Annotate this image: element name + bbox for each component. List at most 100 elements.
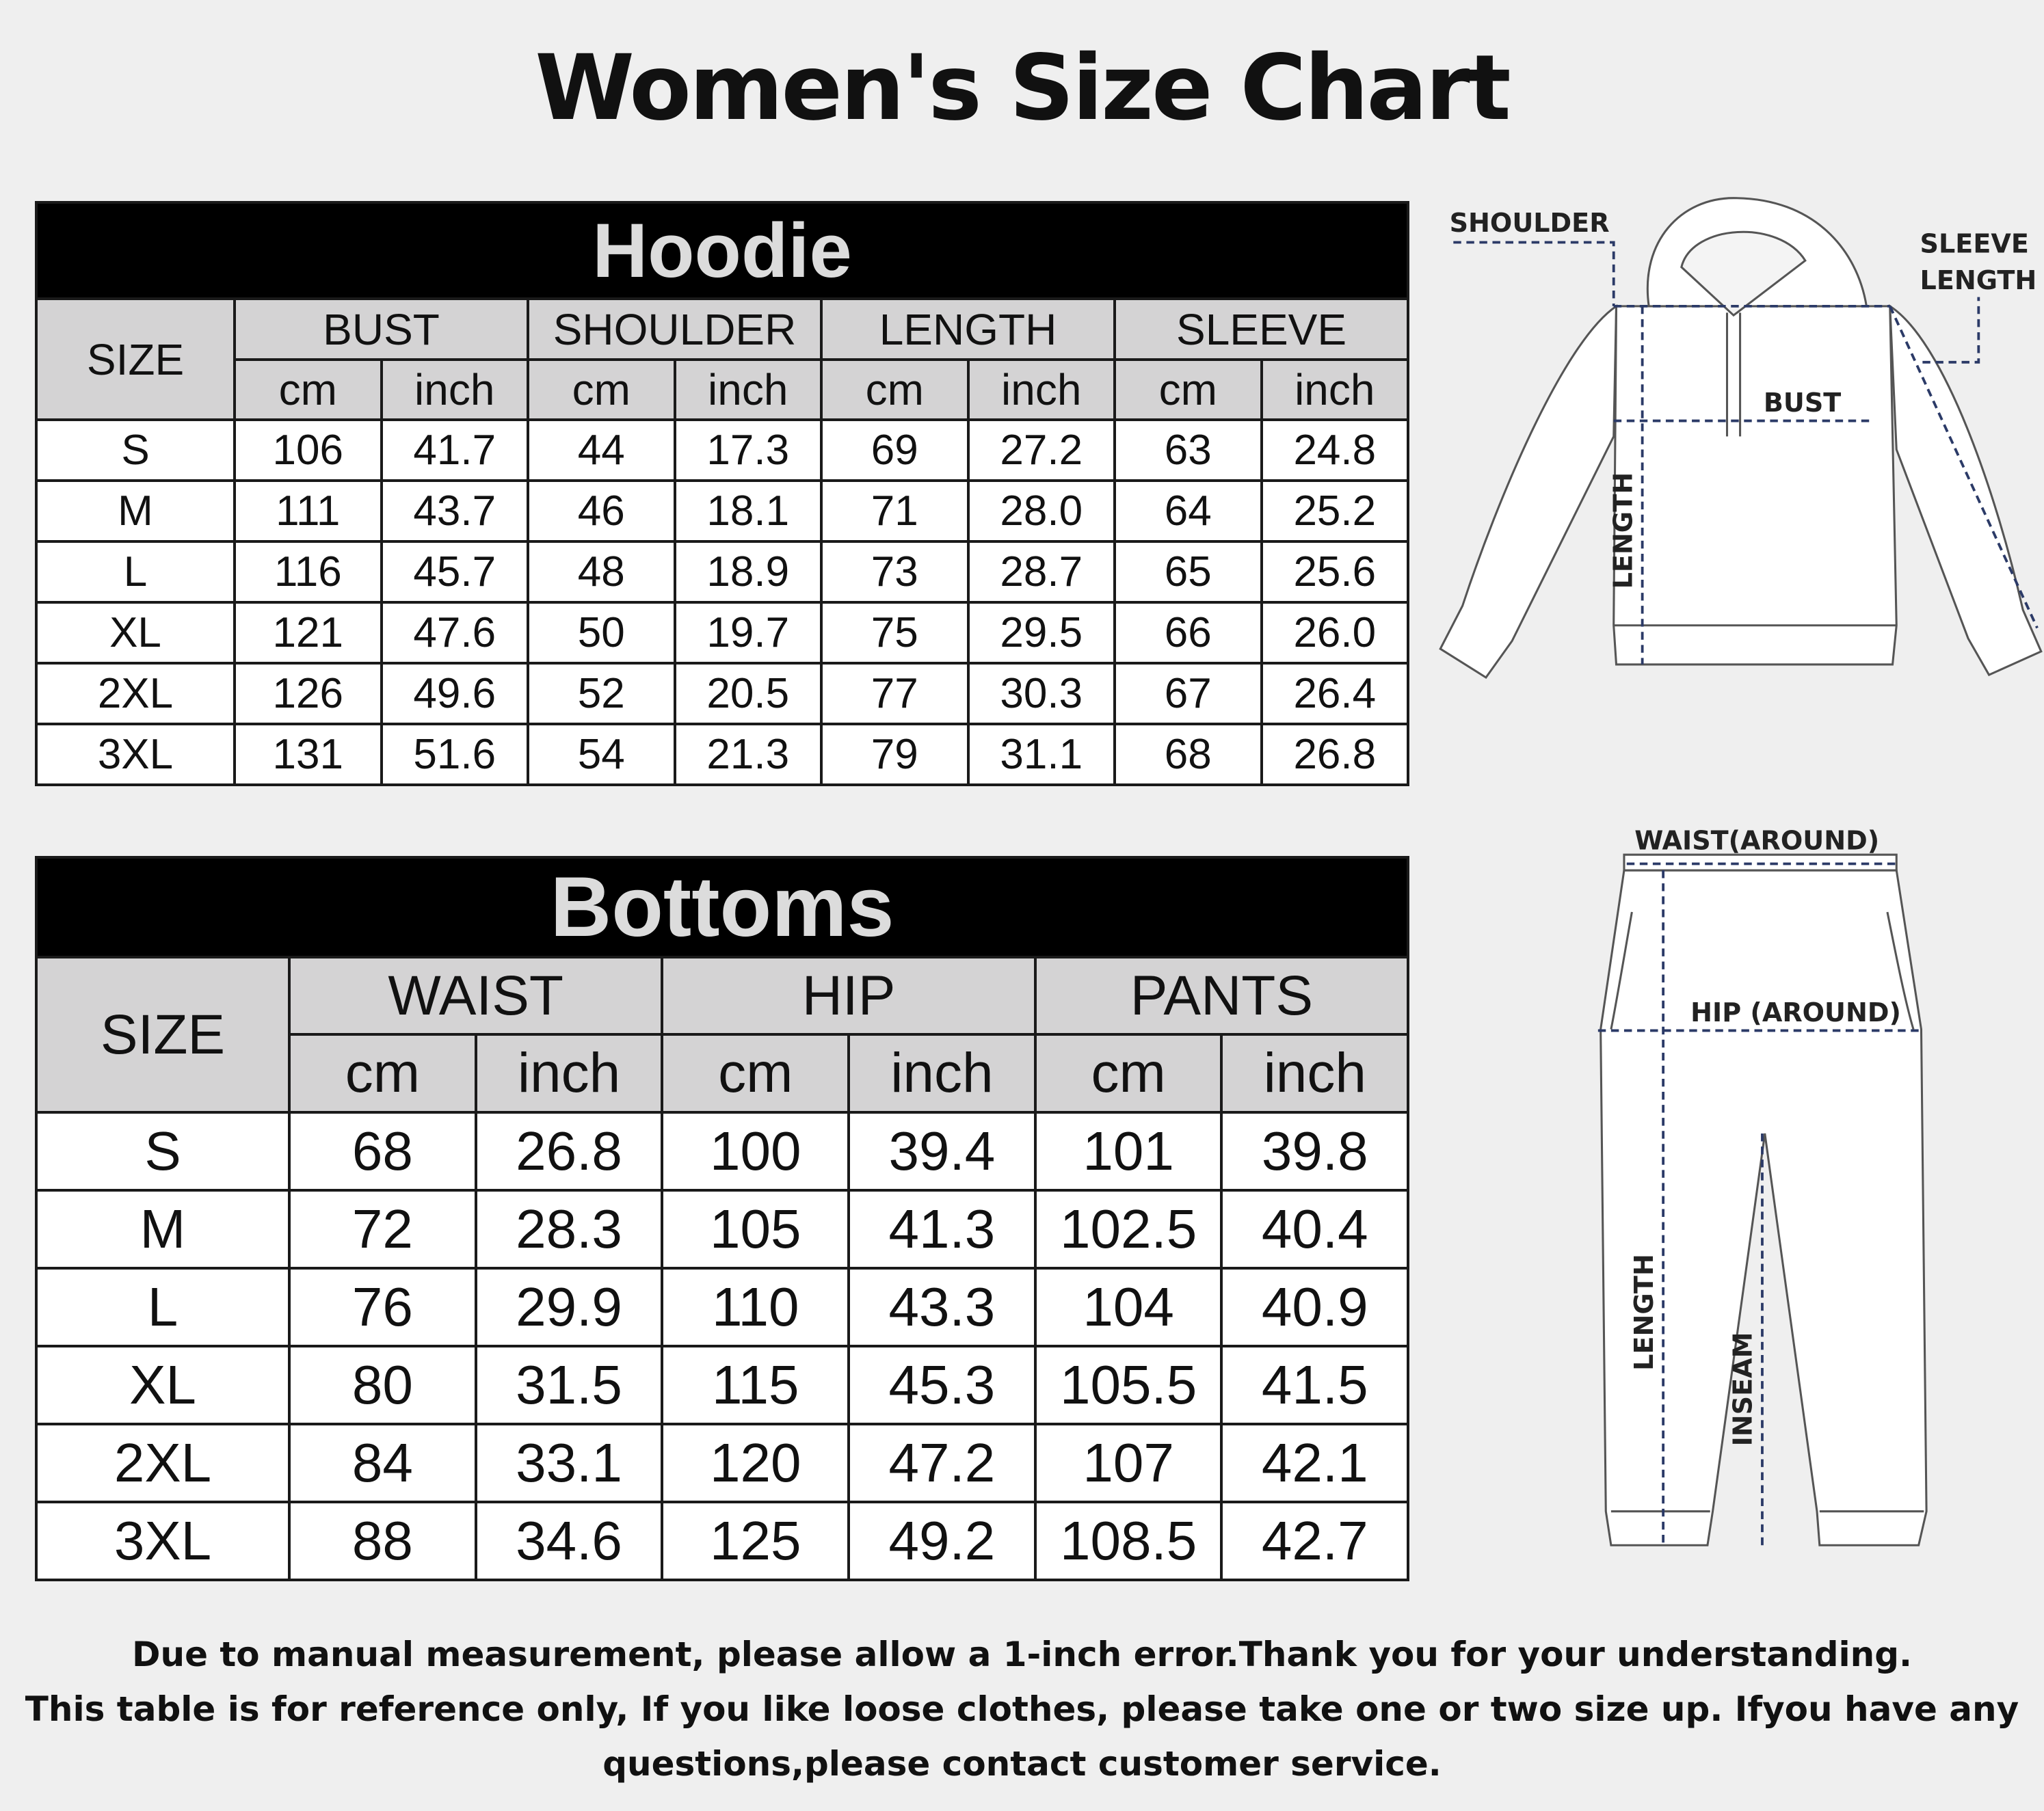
- value-cell: 49.2: [847, 1501, 1037, 1581]
- value-cell: 31.5: [474, 1345, 664, 1425]
- size-cell: XL: [35, 1345, 291, 1425]
- value-cell: 21.3: [673, 723, 823, 786]
- unit-header: inch: [966, 358, 1116, 421]
- value-cell: 84: [288, 1423, 477, 1503]
- value-cell: 102.5: [1033, 1189, 1223, 1270]
- pants-length-label: LENGTH: [1629, 1254, 1659, 1371]
- value-cell: 49.6: [380, 662, 529, 725]
- unit-header: inch: [1260, 358, 1410, 421]
- value-cell: 100: [661, 1111, 851, 1192]
- table-row: 2XL 84 33.1 120 47.2 107 42.1: [35, 1423, 1410, 1503]
- unit-header: inch: [673, 358, 823, 421]
- value-cell: 126: [233, 662, 383, 725]
- hoodie-hood-opening: [1680, 230, 1807, 317]
- value-cell: 45.7: [380, 540, 529, 604]
- table-title-row: Bottoms: [34, 856, 1410, 958]
- value-cell: 43.3: [847, 1267, 1037, 1347]
- size-cell: 3XL: [35, 723, 236, 786]
- table-title: Bottoms: [34, 856, 1410, 958]
- value-cell: 64: [1113, 479, 1263, 543]
- table-row: L 76 29.9 110 43.3 104 40.9: [35, 1267, 1410, 1347]
- value-cell: 46: [527, 479, 676, 543]
- value-cell: 52: [527, 662, 676, 725]
- size-cell: 2XL: [35, 1423, 291, 1503]
- value-cell: 39.8: [1220, 1111, 1410, 1192]
- size-cell: 2XL: [35, 662, 236, 725]
- value-cell: 40.4: [1220, 1189, 1410, 1270]
- value-cell: 105.5: [1033, 1345, 1223, 1425]
- unit-header-row: cm inch cm inch cm inch cm inch: [36, 358, 1410, 421]
- value-cell: 27.2: [966, 418, 1116, 482]
- value-cell: 71: [820, 479, 970, 543]
- unit-header: cm: [1033, 1033, 1223, 1114]
- hoodie-size-table: Hoodie SIZE BUST SHOULDER LENGTH SLEEVE cm inch…: [34, 201, 1410, 786]
- bottoms-size-table: Bottoms SIZE WAIST HIP PANTS cm inch cm inch cm in…: [34, 856, 1410, 1581]
- table-row: XL 80 31.5 115 45.3 105.5 41.5: [35, 1345, 1410, 1425]
- value-cell: 80: [288, 1345, 477, 1425]
- table-title: Hoodie: [34, 201, 1410, 300]
- size-cell: M: [35, 1189, 291, 1270]
- table-row: 3XL 88 34.6 125 49.2 108.5 42.7: [35, 1501, 1410, 1581]
- unit-header-row: cm inch cm inch cm inch: [36, 1033, 1410, 1114]
- value-cell: 131: [233, 723, 383, 786]
- value-cell: 41.5: [1220, 1345, 1410, 1425]
- sleeve-length-label-line2: LENGTH: [1920, 265, 2037, 295]
- value-cell: 68: [1113, 723, 1263, 786]
- pants-measure-lines: [1597, 862, 1924, 1546]
- size-cell: M: [35, 479, 236, 543]
- footer-line-2: This table is for reference only, If you…: [25, 1689, 2019, 1729]
- table-row: S 68 26.8 100 39.4 101 39.8: [35, 1111, 1410, 1192]
- size-column-header: SIZE: [35, 956, 291, 1114]
- page-title: Women's Size Chart: [535, 36, 1511, 141]
- value-cell: 40.9: [1220, 1267, 1410, 1347]
- value-cell: 24.8: [1260, 418, 1410, 482]
- value-cell: 69: [820, 418, 970, 482]
- size-cell: S: [35, 1111, 291, 1192]
- value-cell: 47.2: [847, 1423, 1037, 1503]
- measurement-group-header: LENGTH: [820, 297, 1116, 361]
- unit-header: cm: [1113, 358, 1263, 421]
- value-cell: 26.0: [1260, 601, 1410, 665]
- hip-label: HIP (AROUND): [1690, 997, 1901, 1028]
- table-row: 3XL 131 51.6 54 21.3 79 31.1 68 26.8: [35, 723, 1410, 786]
- hoodie-right-sleeve: [1889, 304, 2043, 677]
- value-cell: 72: [288, 1189, 477, 1270]
- size-cell: S: [35, 418, 236, 482]
- pants-pocket-left: [1610, 911, 1633, 1030]
- value-cell: 29.5: [966, 601, 1116, 665]
- measurement-group-header: WAIST: [287, 956, 664, 1036]
- value-cell: 125: [661, 1501, 851, 1581]
- value-cell: 29.9: [474, 1267, 664, 1347]
- unit-header: inch: [1220, 1033, 1410, 1114]
- value-cell: 120: [661, 1423, 851, 1503]
- value-cell: 28.3: [474, 1189, 664, 1270]
- value-cell: 17.3: [673, 418, 823, 482]
- value-cell: 39.4: [847, 1111, 1037, 1192]
- value-cell: 121: [233, 601, 383, 665]
- measurement-group-header: SLEEVE: [1113, 297, 1410, 361]
- value-cell: 31.1: [966, 723, 1116, 786]
- value-cell: 45.3: [847, 1345, 1037, 1425]
- size-cell: L: [35, 1267, 291, 1347]
- header-row: SIZE BUST SHOULDER LENGTH SLEEVE: [35, 297, 1410, 421]
- value-cell: 51.6: [380, 723, 529, 786]
- hoodie-left-sleeve: [1439, 304, 1618, 680]
- header-row: SIZE WAIST HIP PANTS: [35, 956, 1410, 1114]
- value-cell: 41.3: [847, 1189, 1037, 1270]
- value-cell: 28.0: [966, 479, 1116, 543]
- hoodie-measure-lines: [1453, 241, 2039, 665]
- pants-pocket-right: [1886, 911, 1915, 1030]
- unit-header: cm: [661, 1033, 851, 1114]
- value-cell: 111: [233, 479, 383, 543]
- value-cell: 25.2: [1260, 479, 1410, 543]
- bust-label: BUST: [1764, 388, 1841, 418]
- value-cell: 115: [661, 1345, 851, 1425]
- value-cell: 50: [527, 601, 676, 665]
- unit-header: inch: [380, 358, 529, 421]
- value-cell: 88: [288, 1501, 477, 1581]
- value-cell: 65: [1113, 540, 1263, 604]
- table-row: S 106 41.7 44 17.3 69 27.2 63 24.8: [35, 418, 1410, 482]
- value-cell: 67: [1113, 662, 1263, 725]
- footer-line-1: Due to manual measurement, please allow …: [131, 1635, 1913, 1674]
